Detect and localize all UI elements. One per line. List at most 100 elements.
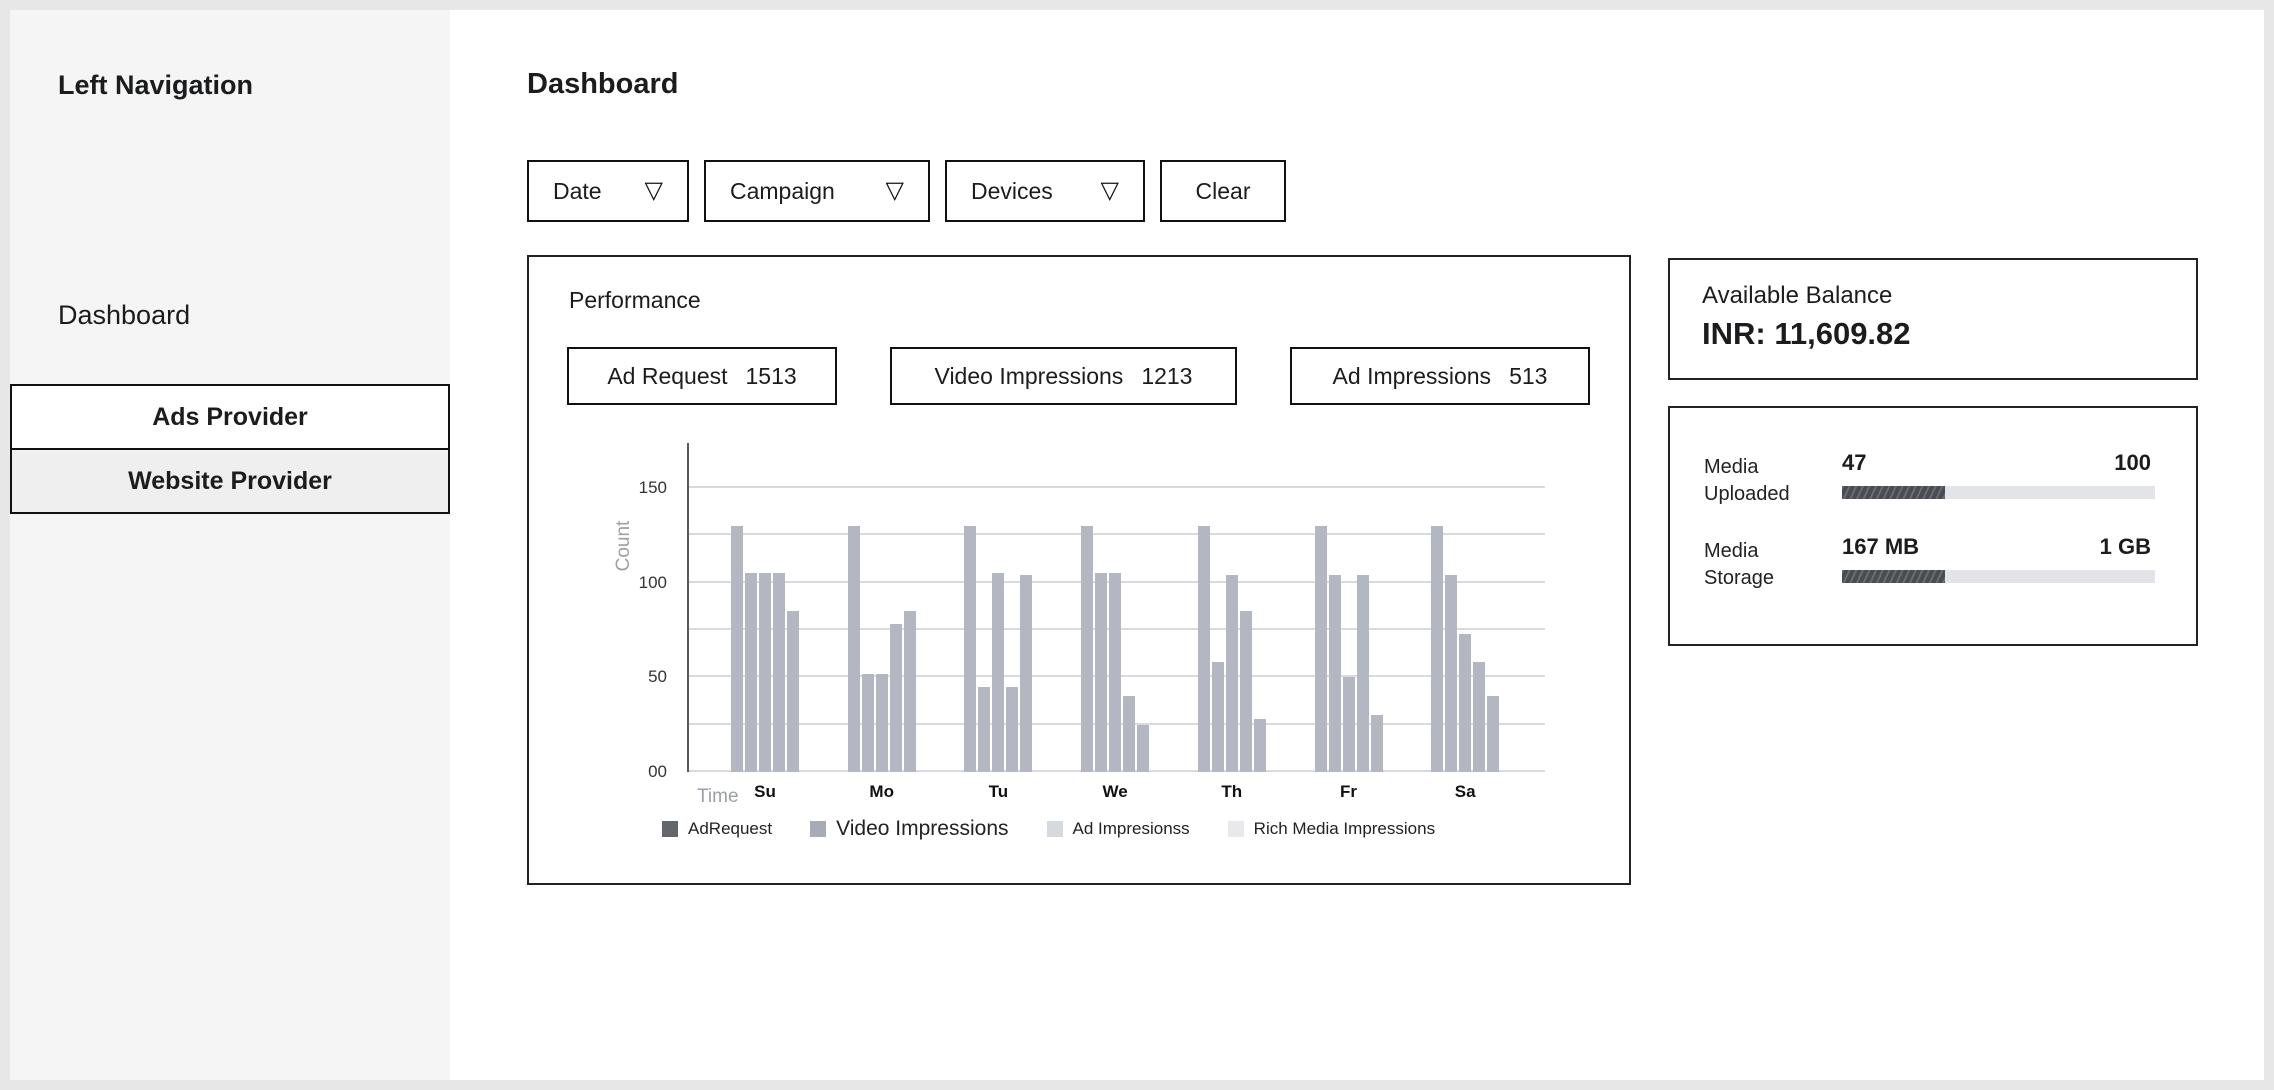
media-uploaded-current: 47 — [1842, 450, 1867, 475]
legend-item: Ad Impresionss — [1046, 819, 1190, 839]
media-storage-max: 1 GB — [2099, 534, 2151, 559]
x-tick-label: Th — [1221, 782, 1243, 801]
bar — [1370, 715, 1383, 772]
bar-group-we — [1081, 525, 1150, 772]
legend-swatch-icon — [1046, 821, 1063, 837]
bar-group-mo — [847, 525, 916, 772]
available-balance-card: Available Balance INR: 11,609.82 — [1668, 258, 2198, 380]
media-uploaded-progress — [1842, 486, 2155, 499]
x-tick-label: Tu — [988, 782, 1009, 801]
chevron-down-icon: ▽ — [885, 177, 904, 204]
bar — [889, 624, 902, 772]
bar-group-tu — [964, 525, 1033, 772]
legend-label: Ad Impresionss — [1072, 819, 1190, 838]
stat-value: 1213 — [1141, 362, 1193, 389]
bar — [1356, 575, 1369, 772]
bar — [903, 611, 916, 772]
chevron-down-icon: ▽ — [1100, 177, 1119, 204]
performance-panel: Performance Ad Request 1513 Video Impres… — [527, 255, 1631, 885]
media-uploaded-label: Media Uploaded — [1704, 456, 1790, 505]
bar — [1431, 525, 1444, 772]
x-tick-label: We — [1102, 782, 1128, 801]
sidebar-item-ads-provider[interactable]: Ads Provider — [10, 384, 450, 450]
main-content: Dashboard Date ▽ Campaign ▽ Devices ▽ Cl… — [450, 10, 2264, 1080]
media-storage-current: 167 MB — [1842, 534, 1920, 559]
bar — [1487, 696, 1500, 772]
x-tick-label: Fr — [1340, 782, 1357, 801]
media-usage-card: Media Uploaded 47 100 Media Storage 167 … — [1668, 406, 2198, 646]
legend-label: Rich Media Impressions — [1253, 819, 1436, 838]
sidebar-title: Left Navigation — [58, 70, 254, 100]
y-axis-ticks: 00 50 100 150 — [619, 445, 677, 781]
stat-label: Ad Request — [607, 362, 728, 389]
date-filter-label: Date — [553, 177, 602, 204]
bar — [745, 573, 757, 772]
bar — [1020, 575, 1033, 772]
bar — [1197, 525, 1210, 772]
y-tick-label: 50 — [648, 667, 667, 687]
bar — [1473, 662, 1486, 772]
filter-bar: Date ▽ Campaign ▽ Devices ▽ Clear — [527, 160, 1286, 222]
bar — [847, 525, 860, 772]
devices-filter-label: Devices — [971, 177, 1053, 204]
bar — [1239, 611, 1252, 772]
x-tick-label: Su — [754, 782, 776, 801]
y-axis-line — [687, 443, 689, 772]
bar — [1137, 724, 1150, 772]
chevron-down-icon: ▽ — [644, 177, 663, 204]
campaign-filter-button[interactable]: Campaign ▽ — [704, 160, 930, 222]
stat-value: 1513 — [745, 362, 797, 389]
clear-filters-label: Clear — [1195, 177, 1251, 204]
legend-swatch-icon — [810, 821, 827, 837]
bar — [964, 525, 977, 772]
media-storage-progress-fill — [1842, 570, 1946, 583]
legend-item: Video Impressions — [810, 817, 1009, 841]
bar — [1081, 525, 1094, 772]
bar — [1328, 575, 1341, 772]
bar — [1445, 575, 1458, 772]
bar-group-su — [731, 525, 799, 772]
available-balance-title: Available Balance — [1702, 282, 1893, 309]
bar — [1253, 719, 1266, 772]
stat-label: Video Impressions — [934, 362, 1124, 389]
bar — [875, 673, 888, 772]
bar — [759, 573, 771, 772]
bar — [787, 611, 799, 772]
legend-swatch-icon — [662, 821, 678, 837]
available-balance-value: INR: 11,609.82 — [1702, 316, 1911, 351]
x-tick-label: Sa — [1454, 782, 1476, 801]
bar-group-fr — [1314, 525, 1383, 772]
date-filter-button[interactable]: Date ▽ — [527, 160, 689, 222]
stat-video-impressions: Video Impressions 1213 — [890, 347, 1237, 405]
legend-label: AdRequest — [688, 819, 773, 838]
y-tick-label: 00 — [648, 762, 667, 781]
bar — [1109, 573, 1122, 772]
y-tick-label: 150 — [638, 478, 667, 497]
legend-item: AdRequest — [662, 819, 772, 839]
bar — [1006, 686, 1019, 772]
x-axis-label: Time — [697, 786, 739, 807]
bar — [731, 525, 743, 772]
devices-filter-button[interactable]: Devices ▽ — [945, 160, 1145, 222]
bar — [1095, 573, 1108, 772]
sidebar-item-dashboard[interactable]: Dashboard — [58, 300, 191, 330]
page-title: Dashboard — [527, 68, 679, 100]
media-uploaded-max: 100 — [2114, 450, 2151, 475]
bar-group-th — [1197, 525, 1266, 772]
media-uploaded-progress-fill — [1842, 486, 1946, 499]
chart-plot: Su Mo Tu We Th Fr Sa — [687, 443, 1552, 801]
campaign-filter-label: Campaign — [730, 177, 835, 204]
stat-value: 513 — [1509, 362, 1548, 389]
y-tick-label: 100 — [638, 572, 667, 592]
legend-label: Video Impressions — [836, 817, 1009, 840]
stat-ad-impressions: Ad Impressions 513 — [1290, 347, 1590, 405]
stat-ad-request: Ad Request 1513 — [567, 347, 837, 405]
bar — [1225, 575, 1238, 772]
legend-item: Rich Media Impressions — [1227, 819, 1436, 839]
clear-filters-button[interactable]: Clear — [1160, 160, 1286, 222]
sidebar-item-website-provider[interactable]: Website Provider — [10, 448, 450, 514]
bar — [773, 573, 785, 772]
chart-legend: AdRequest Video Impressions Ad Impresionss… — [662, 817, 1435, 841]
gridline — [689, 533, 1545, 536]
bar — [1123, 696, 1136, 772]
